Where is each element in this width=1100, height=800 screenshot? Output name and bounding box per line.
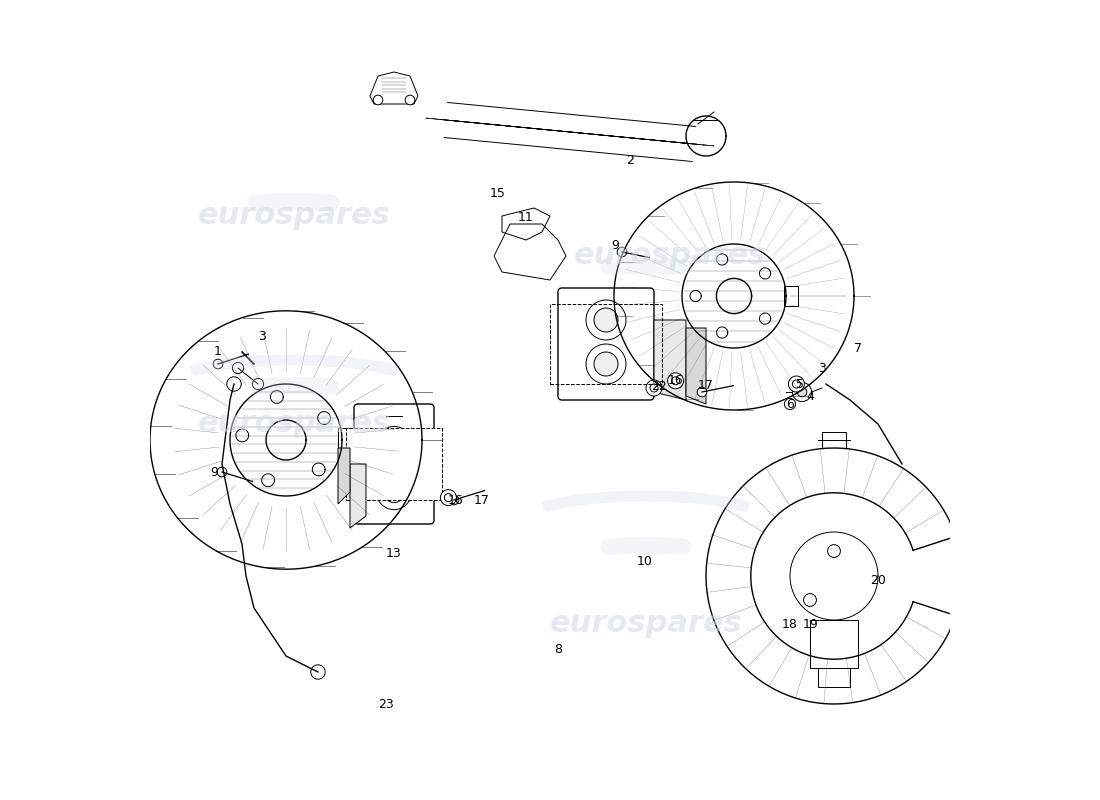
Text: eurospares: eurospares (550, 610, 742, 638)
Text: 9: 9 (210, 466, 218, 478)
Circle shape (594, 308, 618, 332)
Text: 23: 23 (378, 698, 394, 710)
Polygon shape (686, 328, 706, 404)
Text: 8: 8 (554, 643, 562, 656)
Text: 20: 20 (870, 574, 886, 586)
Text: 10: 10 (637, 555, 652, 568)
Text: 17: 17 (474, 494, 490, 506)
Text: eurospares: eurospares (198, 410, 390, 438)
Circle shape (440, 490, 456, 506)
Circle shape (213, 359, 223, 369)
Polygon shape (654, 320, 686, 400)
Circle shape (792, 380, 801, 388)
Text: 15: 15 (491, 187, 506, 200)
Text: 3: 3 (258, 330, 266, 342)
Circle shape (646, 380, 662, 396)
Circle shape (804, 594, 816, 606)
Bar (338, 428, 354, 452)
Circle shape (376, 426, 411, 462)
Circle shape (227, 377, 241, 391)
Polygon shape (338, 448, 350, 504)
Circle shape (697, 387, 707, 397)
Circle shape (650, 384, 658, 392)
Text: 11: 11 (518, 211, 534, 224)
Circle shape (784, 398, 795, 410)
Text: 13: 13 (386, 547, 402, 560)
Circle shape (827, 545, 840, 558)
Circle shape (384, 434, 405, 454)
Circle shape (252, 378, 264, 390)
Bar (818, 659, 850, 687)
Circle shape (672, 377, 680, 385)
FancyBboxPatch shape (558, 288, 654, 400)
Text: 5: 5 (795, 378, 804, 390)
Circle shape (617, 247, 627, 257)
Bar (810, 620, 858, 668)
FancyBboxPatch shape (354, 404, 434, 524)
Text: 3: 3 (818, 362, 826, 374)
Polygon shape (350, 464, 366, 528)
Circle shape (798, 387, 806, 397)
Circle shape (792, 382, 812, 402)
Text: 22: 22 (651, 380, 667, 393)
Circle shape (373, 95, 383, 105)
Text: 1: 1 (214, 346, 222, 358)
Text: 6: 6 (786, 398, 794, 410)
Circle shape (232, 362, 243, 374)
Circle shape (594, 352, 618, 376)
Text: 7: 7 (854, 342, 862, 354)
Circle shape (405, 95, 415, 105)
Circle shape (376, 474, 411, 510)
Text: 19: 19 (803, 618, 818, 630)
Text: 17: 17 (698, 379, 714, 392)
Text: eurospares: eurospares (198, 202, 390, 230)
Circle shape (384, 482, 405, 502)
Text: 9: 9 (612, 239, 619, 252)
Bar (783, 286, 798, 306)
Circle shape (668, 373, 683, 389)
Text: 16: 16 (448, 494, 463, 506)
Text: 4: 4 (806, 390, 814, 402)
Circle shape (311, 665, 326, 679)
Text: 18: 18 (782, 618, 797, 630)
Circle shape (586, 300, 626, 340)
Circle shape (586, 344, 626, 384)
Text: 2: 2 (626, 154, 634, 166)
Text: eurospares: eurospares (573, 242, 767, 270)
Circle shape (217, 467, 227, 477)
Circle shape (789, 376, 804, 392)
Circle shape (444, 494, 452, 502)
Bar (346, 428, 442, 500)
Text: 16: 16 (668, 374, 683, 386)
Circle shape (449, 495, 459, 505)
